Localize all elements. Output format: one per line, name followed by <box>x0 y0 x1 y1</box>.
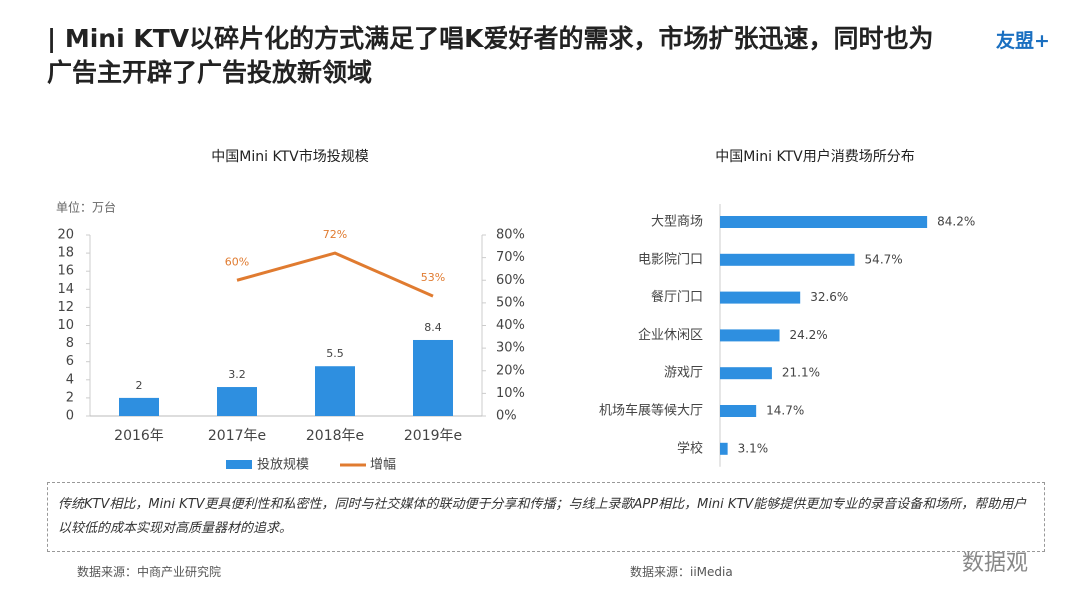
y-tick-label: 16 <box>57 264 74 279</box>
y2-tick-label: 50% <box>496 295 525 310</box>
y-tick-label: 大型商场 <box>651 215 703 230</box>
data-label: 5.5 <box>326 347 344 360</box>
data-label: 2 <box>136 379 143 392</box>
bar <box>720 216 928 228</box>
watermark: 数据观 <box>962 551 1029 576</box>
y-tick-label: 企业休闲区 <box>638 327 703 343</box>
y2-tick-label: 70% <box>496 250 525 265</box>
x-tick-label: 2019年e <box>404 428 462 444</box>
note: 传统KTV相比，Mini KTV更具便利性和私密性，同时与社交媒体的联动便于分享… <box>47 482 1045 552</box>
y-tick-label: 餐厅门口 <box>651 289 703 305</box>
y-tick-label: 10 <box>57 318 74 333</box>
y2-tick-label: 20% <box>496 363 525 378</box>
y-tick-label: 电影院门口 <box>638 252 703 267</box>
data-label: 32.6% <box>810 290 848 304</box>
y-tick-label: 游戏厅 <box>664 366 703 381</box>
y-tick-label: 14 <box>57 282 74 297</box>
legend-swatch <box>226 460 252 469</box>
chart-title: 中国Mini KTV用户消费场所分布 <box>715 148 914 165</box>
bar <box>119 397 159 416</box>
y-tick-label: 18 <box>57 246 74 261</box>
y-tick-label: 4 <box>66 372 74 387</box>
data-label: 21.1% <box>782 366 820 380</box>
line-label: 53% <box>421 271 445 284</box>
line-label: 60% <box>225 255 249 268</box>
bar <box>720 291 801 304</box>
bar <box>217 387 257 416</box>
y-tick-label: 2 <box>66 390 74 405</box>
x-tick-label: 2018年e <box>306 428 364 444</box>
y-tick-label: 6 <box>66 354 74 369</box>
y2-tick-label: 10% <box>496 386 525 401</box>
source: 数据来源：iiMedia <box>630 565 733 579</box>
y2-tick-label: 30% <box>496 341 525 356</box>
data-label: 3.2 <box>228 368 246 381</box>
bar <box>720 367 772 380</box>
data-label: 14.7% <box>766 404 804 418</box>
bar <box>720 405 757 417</box>
logo: 友盟+ <box>996 30 1050 52</box>
data-label: 8.4 <box>424 321 442 334</box>
bar <box>720 442 728 455</box>
y-axis-label: 单位：万台 <box>56 200 116 215</box>
bar <box>720 329 780 342</box>
chart-title: 中国Mini KTV市场投规模 <box>211 148 368 165</box>
source: 数据来源：中商产业研究院 <box>77 565 222 579</box>
y-tick-label: 8 <box>66 336 74 351</box>
legend-label: 投放规模 <box>257 457 309 473</box>
bar <box>315 366 355 416</box>
line <box>236 251 434 298</box>
data-label: 84.2% <box>937 215 975 229</box>
data-label: 54.7% <box>865 252 903 266</box>
legend-label: 增幅 <box>370 458 396 473</box>
x-tick-label: 2016年 <box>114 428 164 444</box>
x-tick-label: 2017年e <box>208 428 266 444</box>
y-tick-label: 学校 <box>677 440 703 456</box>
y-tick-label: 20 <box>57 228 74 243</box>
data-label: 3.1% <box>738 441 769 455</box>
bar <box>720 253 855 266</box>
y-tick-label: 机场车展等候大厅 <box>599 403 703 419</box>
y-tick-label: 0 <box>66 409 74 424</box>
y2-tick-label: 0% <box>496 409 517 424</box>
line-label: 72% <box>323 228 347 241</box>
data-label: 24.2% <box>790 328 828 342</box>
y-tick-label: 12 <box>57 300 74 315</box>
y2-tick-label: 60% <box>496 273 525 288</box>
slide-title: | Mini KTV以碎片化的方式满足了唱K爱好者的需求，市场扩张迅速，同时也为… <box>47 24 934 87</box>
y2-tick-label: 40% <box>496 318 525 333</box>
y2-tick-label: 80% <box>496 228 525 243</box>
bar <box>413 339 453 416</box>
